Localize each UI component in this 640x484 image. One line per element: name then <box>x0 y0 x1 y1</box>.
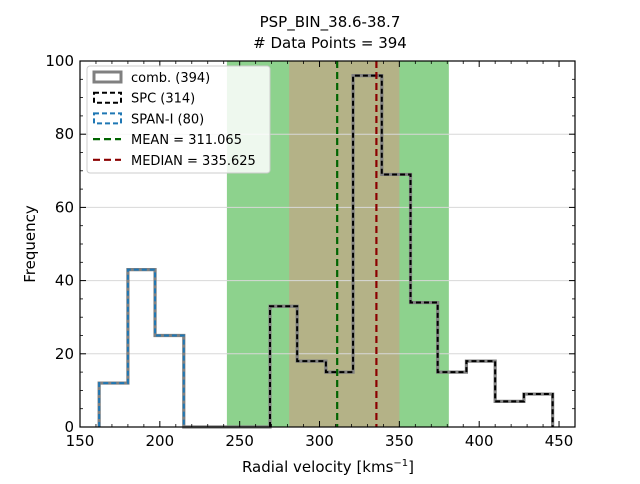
x-tick-label-400: 400 <box>465 432 494 450</box>
legend: comb. (394) SPC (314) SPAN-I (80) MEAN = 31… <box>86 65 271 174</box>
histogram-layer <box>97 74 555 429</box>
legend-swatch-series-0 <box>92 70 123 84</box>
legend-box <box>86 65 271 174</box>
legend-label-series-1: SPC (314) <box>131 92 195 107</box>
legend-label-median: MEDIAN = 335.625 <box>131 154 256 169</box>
x-tick-label-350: 350 <box>385 432 414 450</box>
histogram-series-1 <box>269 74 554 427</box>
x-axis-label: Radial velocity [kms−1] <box>242 458 414 476</box>
y-tick-label-60: 60 <box>55 198 74 216</box>
ticks-layer: 150 200 250 300 350 400 450 0 20 40 60 80 100 <box>45 52 575 450</box>
x-tick-label-300: 300 <box>305 432 334 450</box>
legend-swatch-series-2 <box>93 112 122 125</box>
legend-swatch-series-1 <box>93 91 122 104</box>
legend-label-series-2: SPAN-I (80) <box>131 112 204 127</box>
histogram-series-2 <box>98 268 185 427</box>
chart-subtitle: # Data Points = 394 <box>253 34 407 52</box>
y-tick-label-0: 0 <box>64 418 74 436</box>
chart-title: PSP_BIN_38.6-38.7 <box>260 13 401 32</box>
x-axis-label-end: ] <box>408 458 414 476</box>
x-axis-label-main: Radial velocity [kms <box>242 458 394 476</box>
y-tick-label-80: 80 <box>55 125 74 143</box>
x-axis-label-superscript: −1 <box>393 458 408 469</box>
x-tick-label-150: 150 <box>66 432 95 450</box>
reference-lines-layer <box>336 61 378 427</box>
x-tick-label-250: 250 <box>225 432 254 450</box>
legend-label-mean: MEAN = 311.065 <box>131 133 242 148</box>
legend-label-series-0: comb. (394) <box>131 71 210 86</box>
y-tick-label-20: 20 <box>55 345 74 363</box>
x-tick-label-200: 200 <box>146 432 175 450</box>
y-axis-label: Frequency <box>21 205 39 283</box>
x-tick-label-450: 450 <box>545 432 574 450</box>
y-tick-label-100: 100 <box>45 52 74 70</box>
y-tick-label-40: 40 <box>55 272 74 290</box>
